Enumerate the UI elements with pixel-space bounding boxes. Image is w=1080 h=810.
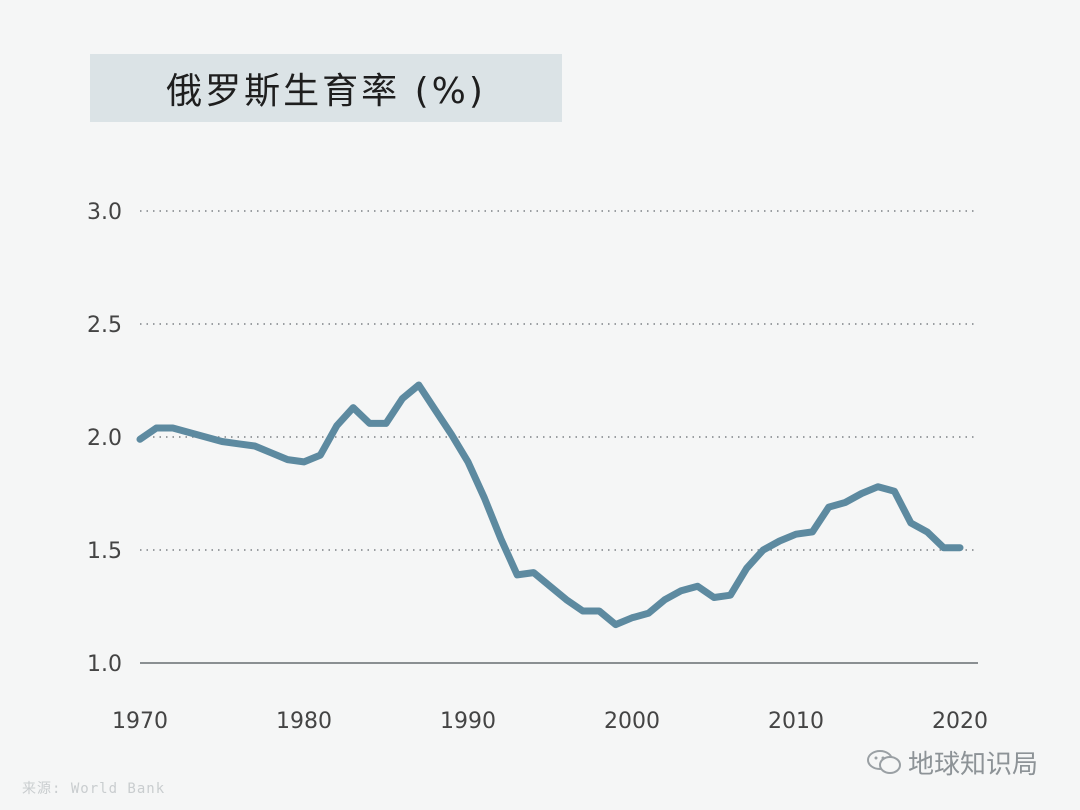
brand-logo: 地球知识局 [866,742,1038,782]
x-tick-label: 2010 [768,709,824,734]
x-axis-ticks: 1970 1980 1990 2000 2010 2020 [112,709,988,734]
x-tick-label: 1970 [112,709,168,734]
y-tick-label: 3.0 [87,200,122,225]
x-tick-label: 2000 [604,709,660,734]
chat-bubble-icon [867,750,901,774]
y-tick-label: 1.5 [87,539,122,564]
series-group [136,381,964,629]
title-banner: 俄罗斯生育率 (%) [90,54,562,122]
x-tick-label: 1990 [440,709,496,734]
y-tick-label: 1.0 [87,652,122,677]
gridlines [140,210,978,664]
x-tick-label: 1980 [276,709,332,734]
x-tick-label: 2020 [932,709,988,734]
y-axis-ticks: 3.0 2.5 2.0 1.5 1.0 [87,200,122,677]
brand-text: 地球知识局 [908,749,1039,780]
series-line [136,381,964,629]
y-tick-label: 2.0 [87,426,122,451]
chart-title: 俄罗斯生育率 (%) [166,71,486,112]
y-tick-label: 2.5 [87,313,122,338]
source-note: 来源: World Bank [22,781,166,797]
